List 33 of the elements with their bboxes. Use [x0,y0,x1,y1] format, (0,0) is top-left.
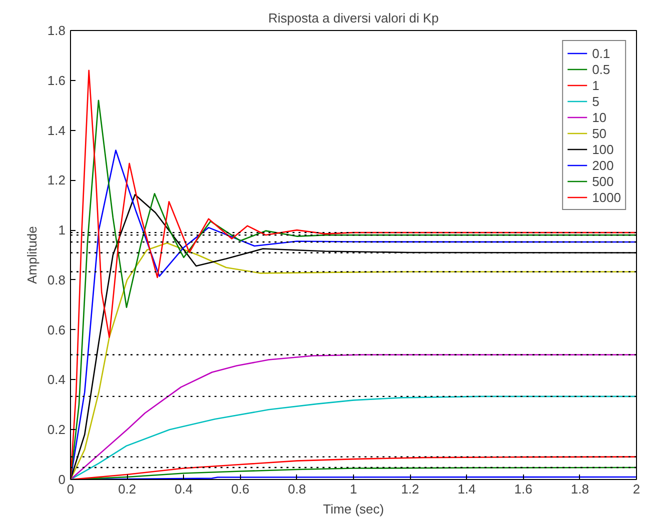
legend-label: 1 [592,77,600,93]
y-tick-label: 0.8 [47,272,66,288]
legend-label: 200 [592,157,614,173]
x-tick-label: 2 [632,482,640,496]
y-tick-label: 0.4 [47,372,66,388]
y-tick-label: 0.2 [47,422,66,438]
legend-label: 0.5 [592,61,612,77]
y-tick-label: 1 [58,222,66,238]
chart-title: Risposta a diversi valori di Kp [268,10,439,26]
y-axis-title: Amplitude [24,226,40,284]
legend-label: 10 [592,109,608,125]
x-tick-label: 0.4 [174,482,193,496]
y-tick-label: 1.6 [47,72,66,88]
x-tick-label: 1.8 [570,482,589,496]
y-tick-label: 1.2 [47,172,66,188]
x-tick-label: 0.2 [118,482,136,496]
legend-label: 500 [592,173,614,189]
y-tick-label: 0 [58,472,66,487]
legend-label: 0.1 [592,45,612,61]
legend-label: 50 [592,125,608,141]
x-tick-label: 1.4 [458,482,476,496]
legend-label: 1000 [592,189,621,205]
x-tick-label: 1 [350,482,358,496]
y-tick-label: 0.6 [47,322,66,338]
x-tick-label: 0.8 [288,482,306,496]
y-tick-label: 1.4 [47,122,66,138]
x-tick-label: 0.6 [231,482,250,496]
x-tick-label: 1.6 [514,482,532,496]
y-tick-label: 1.8 [47,23,66,38]
x-axis-title: Time (sec) [323,502,384,516]
legend-label: 100 [592,141,614,157]
x-tick-label: 1.2 [401,482,420,496]
legend-label: 5 [592,93,600,109]
